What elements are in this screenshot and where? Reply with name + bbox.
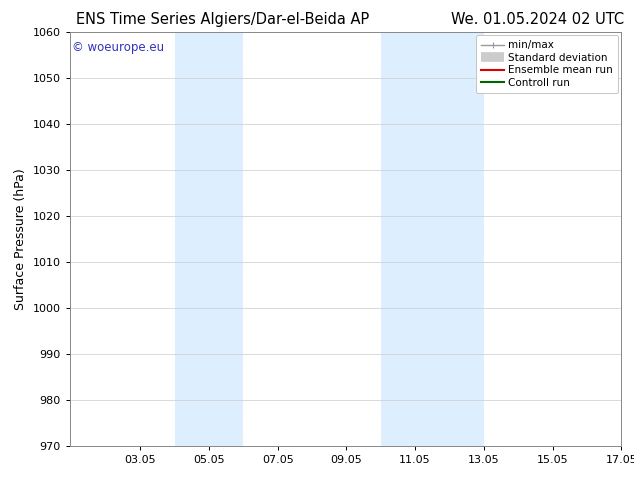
Bar <box>174 32 243 446</box>
Bar <box>381 32 484 446</box>
Legend: min/max, Standard deviation, Ensemble mean run, Controll run: min/max, Standard deviation, Ensemble me… <box>476 35 618 93</box>
Text: © woeurope.eu: © woeurope.eu <box>72 41 165 54</box>
Text: ENS Time Series Algiers/Dar-el-Beida AP: ENS Time Series Algiers/Dar-el-Beida AP <box>76 12 370 27</box>
Y-axis label: Surface Pressure (hPa): Surface Pressure (hPa) <box>14 168 27 310</box>
Text: We. 01.05.2024 02 UTC: We. 01.05.2024 02 UTC <box>451 12 624 27</box>
